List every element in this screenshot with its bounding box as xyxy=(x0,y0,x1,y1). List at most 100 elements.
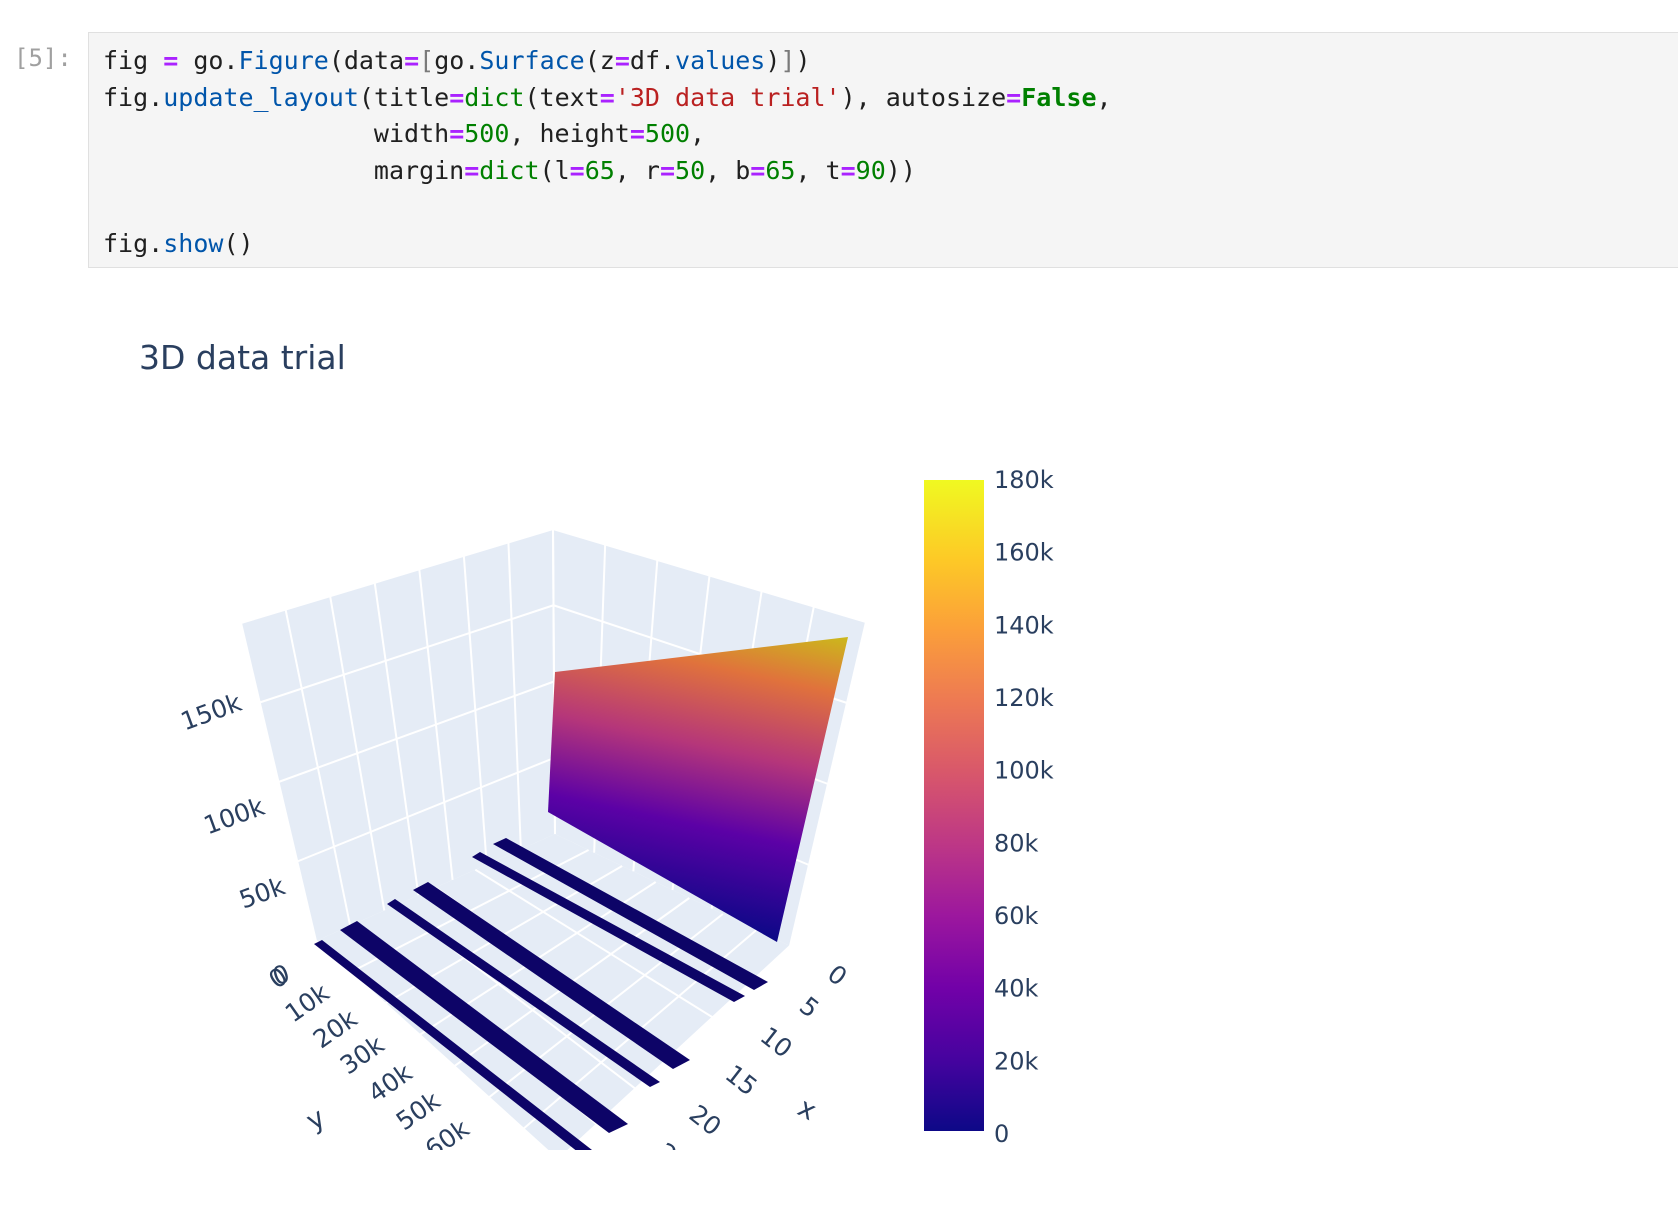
grid-line xyxy=(278,680,555,783)
code-token: fig xyxy=(103,46,164,75)
code-token: = xyxy=(659,155,676,185)
code-token: df. xyxy=(629,46,676,75)
grid-line xyxy=(552,528,867,623)
code-token: Surface xyxy=(479,46,585,75)
code-token: 50 xyxy=(675,155,706,185)
code-token: width xyxy=(103,119,450,148)
code-token: = xyxy=(629,119,645,148)
code-token: 90 xyxy=(855,155,886,185)
code-token: , xyxy=(1096,82,1112,112)
z-tick-label: 100k xyxy=(200,792,269,841)
code-token: = xyxy=(163,46,179,75)
z-tick-label: 150k xyxy=(177,688,246,737)
code-line: fig = go.Figure(data=[go.Surface(z=df.va… xyxy=(103,43,1112,80)
code-token: (l xyxy=(539,155,570,185)
surface-zero-stripes xyxy=(314,838,768,1150)
surface-stripe xyxy=(387,899,660,1087)
code-token: '3D data trial' xyxy=(614,82,841,112)
code-token: = xyxy=(840,155,856,185)
code-token: go. xyxy=(178,46,239,75)
colorbar-tick-label: 60k xyxy=(994,902,1039,930)
surface-stripe xyxy=(472,852,745,1002)
colorbar-tick-label: 180k xyxy=(994,466,1054,494)
cell-prompt: [5]: xyxy=(14,44,72,72)
code-token: = xyxy=(404,46,420,75)
code-token: = xyxy=(449,119,465,148)
code-token: 65 xyxy=(584,155,615,185)
code-token: Figure xyxy=(238,46,329,75)
x-tick-label: 25 xyxy=(652,1137,695,1179)
code-token: = xyxy=(449,82,465,112)
code-token: , r xyxy=(614,155,660,185)
code-cell[interactable]: fig = go.Figure(data=[go.Surface(z=df.va… xyxy=(88,32,1678,268)
code-token: = xyxy=(614,46,630,75)
code-token: , height xyxy=(509,119,630,148)
code-token: dict xyxy=(464,82,525,112)
code-token: , t xyxy=(795,155,841,185)
figure-title: 3D data trial xyxy=(139,338,346,377)
floor-plane xyxy=(316,834,790,1150)
code-editor[interactable]: fig = go.Figure(data=[go.Surface(z=df.va… xyxy=(103,43,1112,262)
grid-line xyxy=(259,604,554,704)
code-token: fig. xyxy=(103,82,164,112)
surface-stripe xyxy=(413,882,690,1069)
x-tick-label: 10 xyxy=(755,1021,798,1063)
surface-plane xyxy=(548,637,848,942)
code-token: (text xyxy=(524,82,600,112)
code-token: = xyxy=(750,155,766,185)
z-tick-label: 0 xyxy=(269,959,294,992)
scene-3d[interactable]: 0510152025x010k20k30k40k50k60ky050k100k1… xyxy=(177,528,867,1180)
code-token: )) xyxy=(885,155,916,185)
code-token: = xyxy=(464,155,480,185)
z-tick-label: 50k xyxy=(235,871,289,914)
surface-stripe xyxy=(314,940,592,1150)
back-wall-left xyxy=(241,529,555,941)
x-tick-label: 20 xyxy=(684,1099,727,1141)
code-token: 500 xyxy=(464,119,510,148)
code-token: show xyxy=(163,228,224,258)
surface-stripe xyxy=(493,838,768,990)
colorbar-tick-label: 80k xyxy=(994,829,1039,857)
code-token: 65 xyxy=(765,155,796,185)
code-token: ) xyxy=(765,46,781,75)
code-token: [ xyxy=(419,46,435,75)
code-line: margin=dict(l=65, r=50, b=65, t=90)) xyxy=(103,153,1112,190)
code-line: fig.update_layout(title=dict(text='3D da… xyxy=(103,80,1112,117)
code-token: margin xyxy=(103,155,465,185)
code-token: dict xyxy=(479,155,540,185)
code-token: False xyxy=(1021,82,1097,112)
code-token: ) xyxy=(795,46,811,75)
code-token: , b xyxy=(705,155,751,185)
code-token: = xyxy=(599,82,615,112)
code-token: ] xyxy=(780,46,796,75)
code-token: fig. xyxy=(103,228,164,258)
code-token: = xyxy=(569,155,585,185)
code-token: () xyxy=(223,228,254,258)
grid-line xyxy=(315,940,549,1150)
x-tick-label: 5 xyxy=(794,991,824,1024)
grid-line xyxy=(296,756,555,863)
grid-line xyxy=(474,868,714,1019)
colorbar-tick-label: 40k xyxy=(994,975,1039,1003)
colorbar-tick-label: 140k xyxy=(994,611,1054,639)
code-token: (data xyxy=(328,46,405,75)
x-tick-label: 0 xyxy=(822,959,852,992)
grid-line xyxy=(240,528,554,624)
x-tick-label: 15 xyxy=(720,1059,763,1101)
x-axis-title: x xyxy=(793,1092,822,1127)
code-token: , xyxy=(690,119,706,148)
colorbar-tick-label: 160k xyxy=(994,539,1054,567)
colorbar-tick-label: 100k xyxy=(994,757,1054,785)
colorbar xyxy=(924,480,984,1131)
code-token: (z xyxy=(584,46,615,75)
surface-stripe xyxy=(340,921,628,1133)
code-token: 500 xyxy=(644,119,691,148)
code-token: (title xyxy=(358,82,450,112)
code-token: = xyxy=(1006,82,1022,112)
code-line: width=500, height=500, xyxy=(103,116,1112,153)
colorbar-tick-label: 20k xyxy=(994,1047,1039,1075)
y-axis-title: y xyxy=(301,1102,330,1137)
colorbar-tick-label: 120k xyxy=(994,684,1054,712)
code-token: update_layout xyxy=(163,82,359,112)
